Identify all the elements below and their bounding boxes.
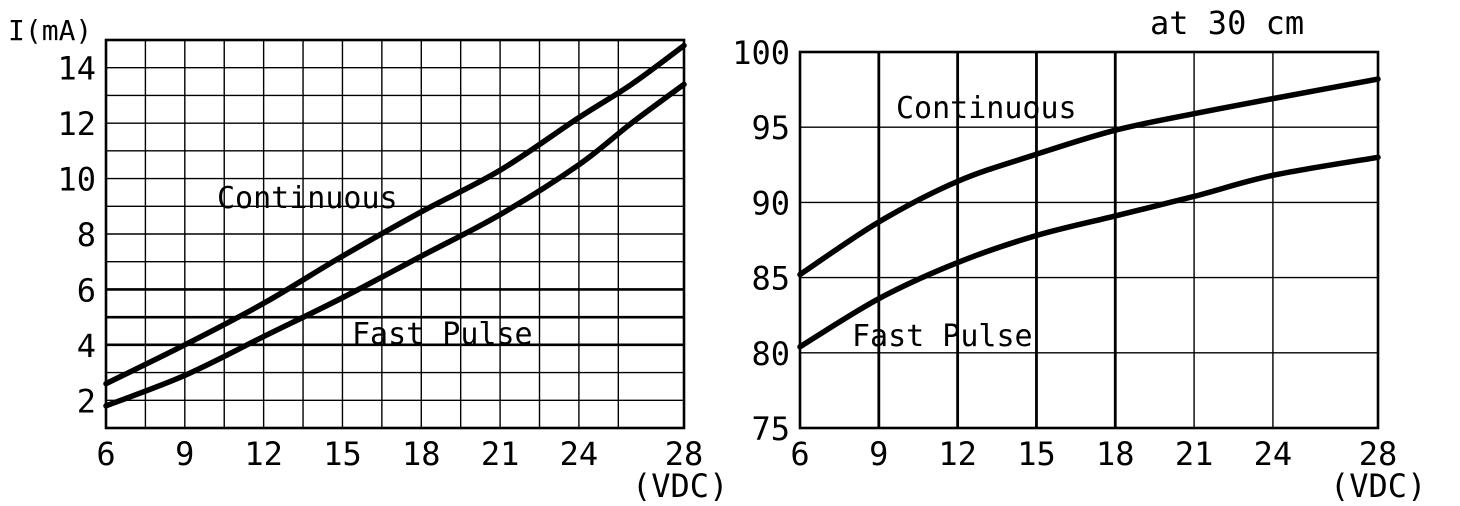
x-tick-label: 24: [560, 435, 599, 473]
y-tick-label: 85: [751, 260, 790, 298]
x-tick-label: 6: [790, 435, 809, 473]
series-line-fast-pulse: [797, 154, 1381, 350]
y-tick-label: 10: [57, 161, 96, 199]
y-tick-label: 6: [77, 271, 96, 309]
series-line-continuous: [103, 42, 687, 387]
x-axis-label: (VDC): [1330, 467, 1426, 505]
x-axis-label: (VDC): [632, 467, 728, 505]
x-tick-label: 21: [481, 435, 520, 473]
y-tick-label: 90: [751, 184, 790, 222]
y-tick-label: 2: [77, 382, 96, 420]
x-tick-label: 15: [1017, 435, 1056, 473]
x-tick-label: 6: [96, 435, 115, 473]
x-tick-label: 9: [175, 435, 194, 473]
y-tick-label: 4: [77, 327, 96, 365]
x-tick-label: 28: [665, 435, 704, 473]
x-tick-label: 12: [938, 435, 977, 473]
y-tick-label: 14: [57, 50, 96, 88]
series-annotation-fast-pulse: Fast Pulse: [852, 319, 1033, 354]
y-tick-label: 8: [77, 216, 96, 254]
series-line-continuous: [797, 76, 1381, 278]
y-axis-label: I(mA): [8, 14, 92, 47]
x-tick-label: 18: [1096, 435, 1135, 473]
plot-frame: [104, 38, 686, 430]
chart-sound-vs-voltage: 75 80 85 90 95 100 6 9 12 15 18 21 24 28(VDC) at 30 cm…: [732, 4, 1426, 505]
x-tick-label: 15: [323, 435, 362, 473]
y-tick-label: 100: [732, 34, 790, 72]
x-tick-label: 21: [1175, 435, 1214, 473]
series-line-fast-pulse: [103, 81, 687, 409]
series-annotation-fast-pulse: Fast Pulse: [352, 317, 533, 352]
x-tick-label: 9: [869, 435, 888, 473]
series-annotation-continuous: Continuous: [896, 91, 1077, 126]
y-tick-label: 95: [751, 109, 790, 147]
x-tick-label: 28: [1359, 435, 1398, 473]
x-tick-label: 12: [244, 435, 283, 473]
chart-title: at 30 cm: [1150, 4, 1304, 42]
x-tick-label: 24: [1254, 435, 1293, 473]
y-tick-label: 12: [57, 105, 96, 143]
series-annotation-continuous: Continuous: [217, 181, 398, 216]
x-tick-label: 18: [402, 435, 441, 473]
y-tick-label: 80: [751, 335, 790, 373]
plot-frame: [798, 50, 1380, 430]
y-tick-label: 75: [751, 410, 790, 448]
